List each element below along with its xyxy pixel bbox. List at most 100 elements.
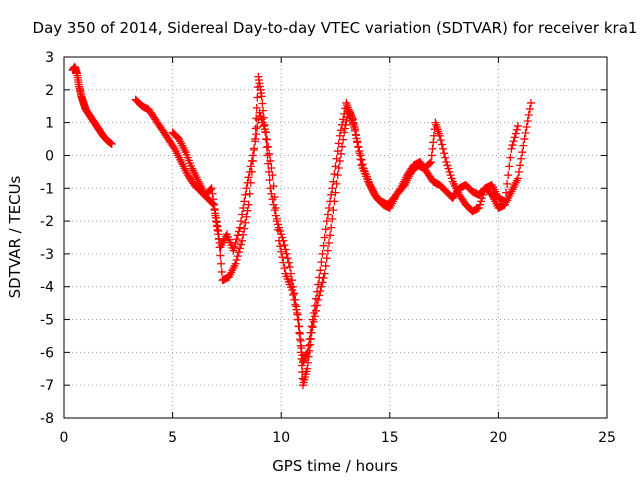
data-point-fill	[291, 300, 300, 309]
data-point	[520, 135, 529, 144]
data-point	[316, 266, 325, 275]
data-point-fill	[509, 137, 518, 146]
grid-lines	[64, 57, 607, 418]
data-point-fill	[241, 218, 250, 227]
data-point-fill	[429, 138, 438, 147]
data-point-fill	[323, 246, 332, 255]
data-point-fill	[326, 197, 335, 206]
data-point	[107, 139, 116, 148]
y-tick-label: -8	[40, 411, 54, 427]
data-point-fill	[304, 341, 313, 350]
data-point	[500, 197, 509, 206]
data-point-fill	[505, 162, 514, 171]
data-point-fill	[428, 144, 437, 153]
data-point-fill	[251, 137, 260, 146]
data-point-fill	[518, 148, 527, 157]
data-point	[235, 223, 244, 232]
data-point-fill	[263, 151, 272, 160]
data-point-fill	[213, 225, 222, 234]
data-point-fill	[356, 155, 365, 164]
x-tick-label: 15	[381, 430, 399, 446]
data-point	[329, 177, 338, 186]
data-point-fill	[506, 153, 515, 162]
data-point-fill	[515, 167, 524, 176]
data-point-fill	[311, 294, 320, 303]
data-point-fill	[324, 238, 333, 247]
data-point-fill	[333, 147, 342, 156]
data-point-fill	[323, 210, 332, 219]
data-point-fill	[278, 253, 287, 262]
data-point-fill	[290, 295, 299, 304]
data-point-fill	[437, 140, 446, 149]
data-point	[207, 184, 216, 193]
data-point-fill	[321, 261, 330, 270]
data-point-fill	[217, 267, 226, 276]
data-point-fill	[320, 233, 329, 242]
data-point-fill	[425, 159, 434, 168]
data-point-fill	[331, 188, 340, 197]
data-point	[231, 259, 240, 268]
data-point-fill	[270, 193, 279, 202]
data-point-fill	[217, 259, 226, 268]
data-point-fill	[354, 143, 363, 152]
data-point-fill	[264, 142, 273, 151]
data-point-fill	[308, 315, 317, 324]
data-point-fill	[328, 184, 337, 193]
data-point	[513, 174, 522, 183]
data-point-fill	[305, 335, 314, 344]
data-point-fill	[245, 189, 254, 198]
data-point	[435, 131, 444, 140]
y-tick-labels: -8 -7 -6 -5 -4 -3 -2 -1 0 1 2 3	[40, 50, 54, 427]
x-tick-labels: 0 5 10 15 20 25	[60, 430, 616, 446]
series-segment-3	[168, 98, 522, 367]
data-point-fill	[289, 290, 298, 299]
data-point-fill	[302, 350, 311, 359]
data-point-fill	[216, 251, 225, 260]
data-point	[294, 315, 303, 324]
data-point-fill	[232, 255, 241, 264]
data-point-fill	[240, 197, 249, 206]
data-point-fill	[279, 258, 288, 267]
data-point-fill	[272, 214, 281, 223]
data-point-fill	[243, 206, 252, 215]
data-point-fill	[209, 200, 218, 209]
data-point	[275, 236, 284, 245]
data-point-fill	[241, 190, 250, 199]
data-point-fill	[306, 328, 315, 337]
data-point-fill	[239, 203, 248, 212]
y-tick-label: -5	[40, 313, 54, 329]
data-point-fill	[253, 123, 262, 132]
data-point-fill	[280, 264, 289, 273]
data-point	[257, 92, 266, 101]
plot-area-frame	[63, 56, 608, 419]
data-point-fill	[332, 154, 341, 163]
data-point-fill	[339, 115, 348, 124]
data-point-fill	[327, 190, 336, 199]
data-point-fill	[524, 110, 533, 119]
data-point-fill	[306, 340, 315, 349]
data-point-fill	[242, 212, 251, 221]
data-point-fill	[232, 235, 241, 244]
data-point-fill	[510, 133, 519, 142]
data-point	[507, 144, 516, 153]
data-point-fill	[297, 343, 306, 352]
data-point-fill	[265, 176, 274, 185]
data-point-fill	[353, 137, 362, 146]
data-point-fill	[238, 210, 247, 219]
x-tick-label: 25	[598, 430, 616, 446]
data-point-fill	[271, 203, 280, 212]
data-point-fill	[258, 99, 267, 108]
y-tick-label: 2	[45, 83, 54, 99]
data-point-fill	[317, 258, 326, 267]
data-point-fill	[208, 189, 217, 198]
data-point-fill	[439, 144, 448, 153]
data-point-fill	[233, 252, 242, 261]
data-point	[238, 236, 247, 245]
x-tick-label: 5	[168, 430, 177, 446]
data-point-fill	[511, 129, 520, 138]
data-point-fill	[441, 153, 450, 162]
data-point-fill	[328, 214, 337, 223]
data-point-fill	[273, 225, 282, 234]
data-point-fill	[281, 245, 290, 254]
